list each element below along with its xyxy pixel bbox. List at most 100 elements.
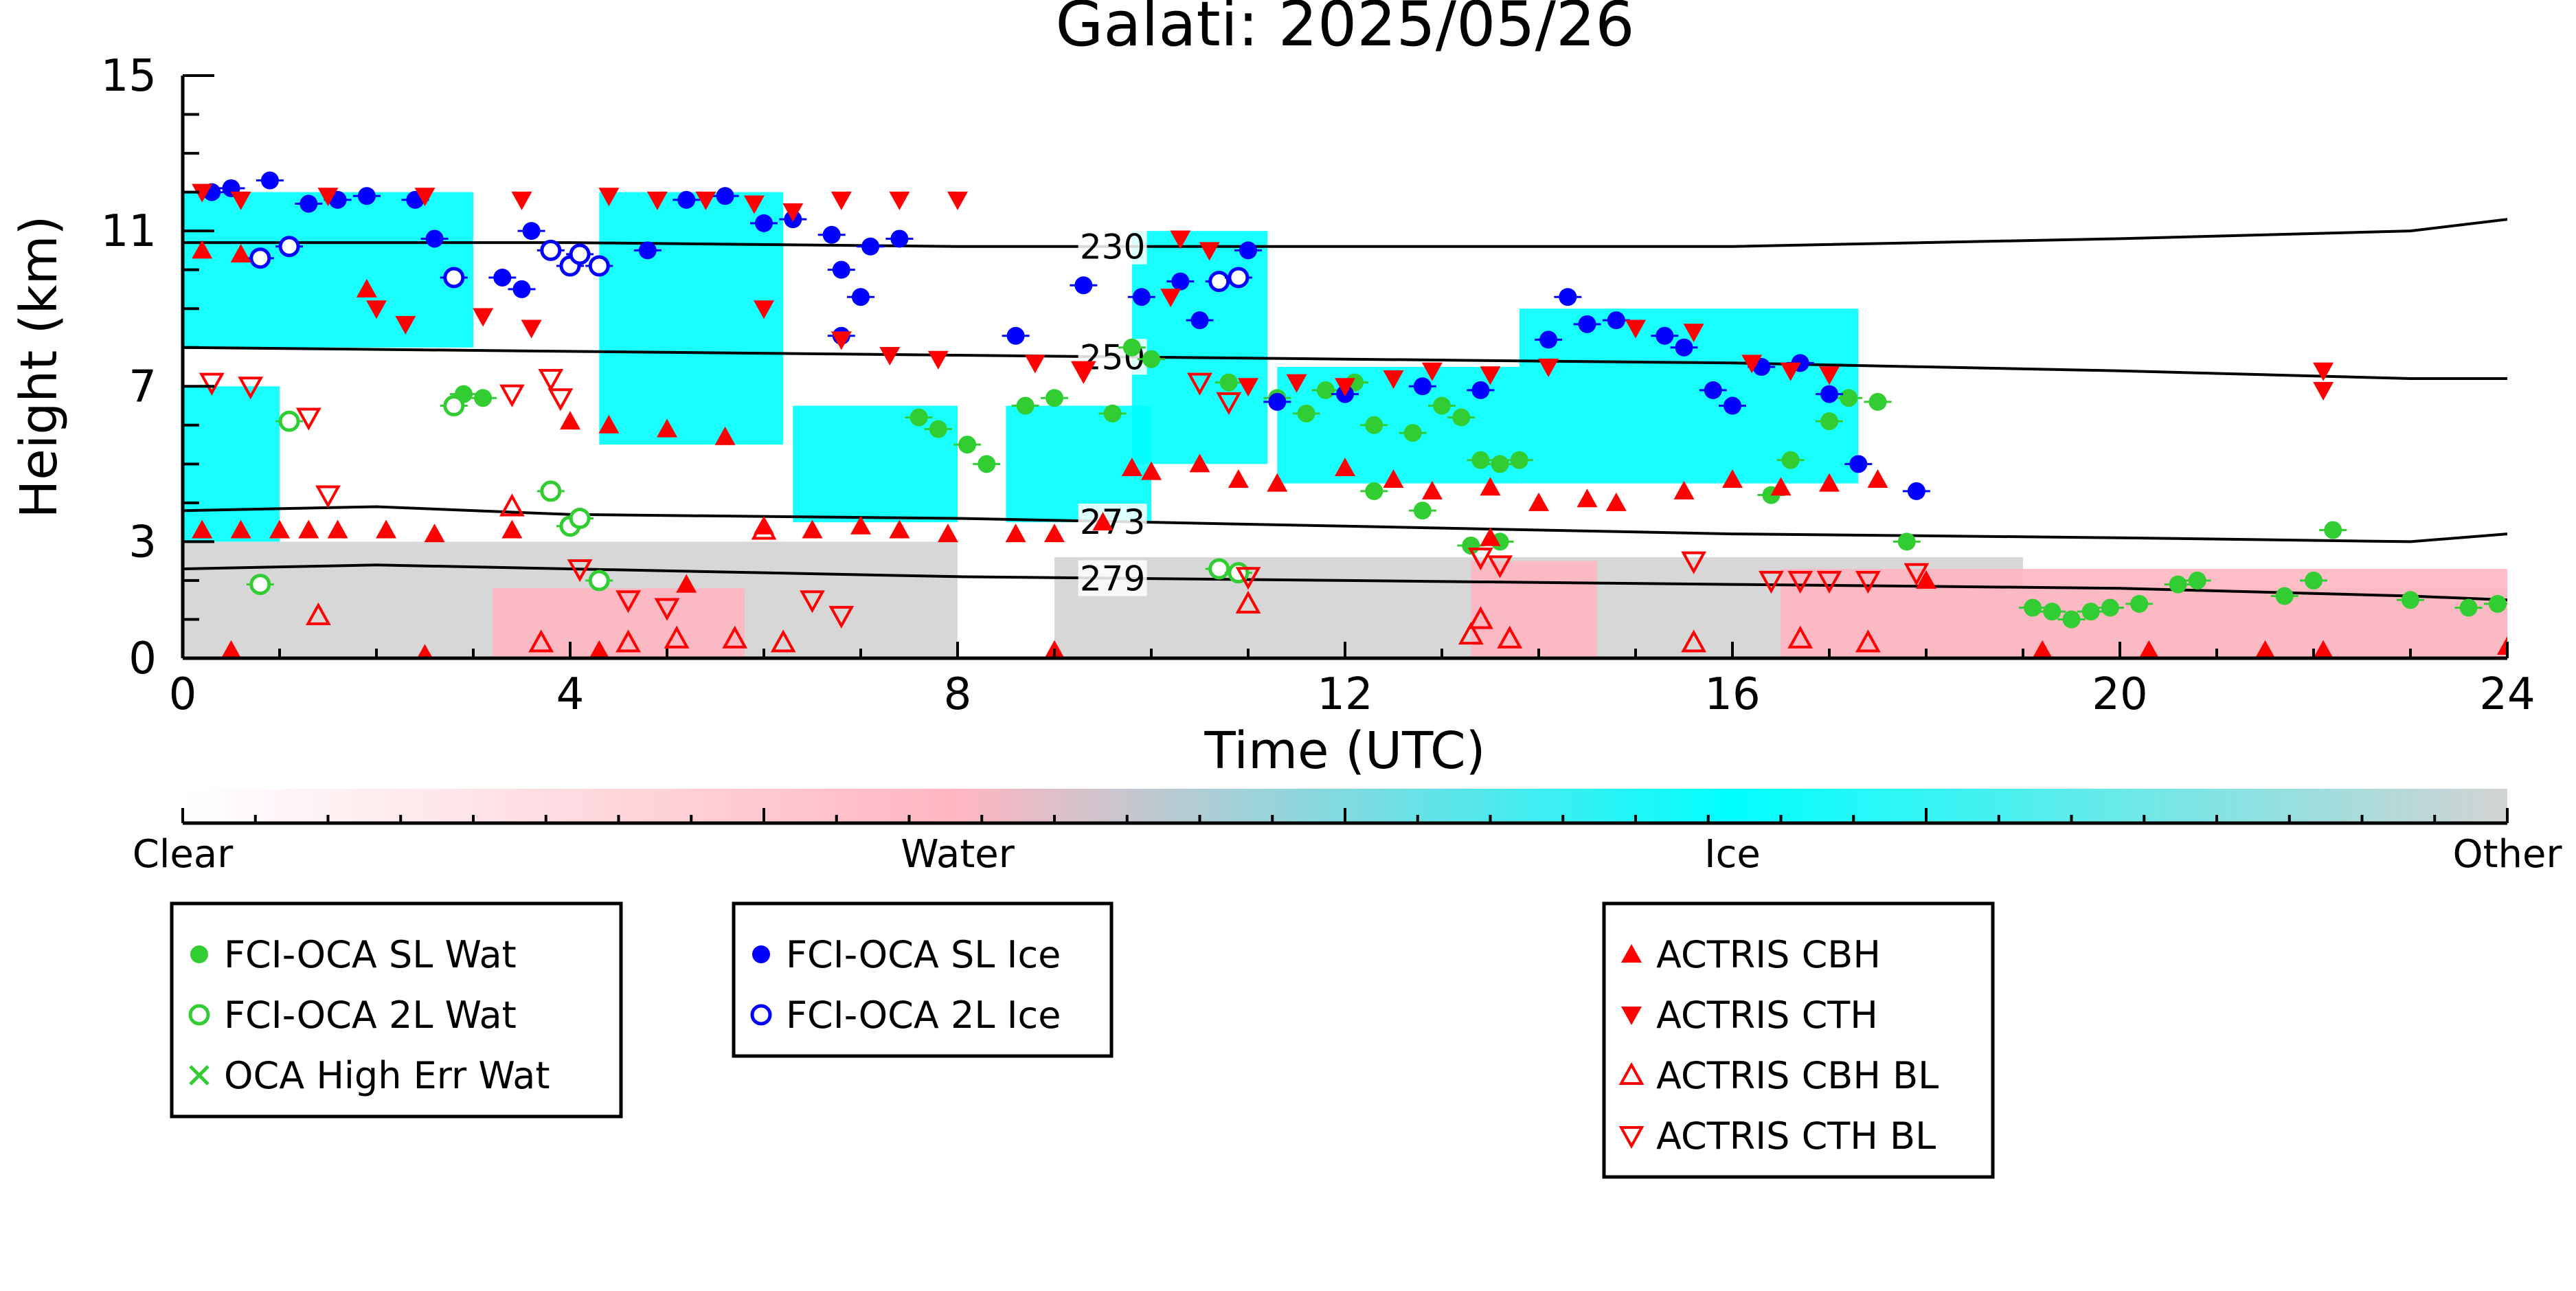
data-point [2138,640,2159,658]
data-point [1471,451,1490,469]
data-point [1171,272,1190,291]
data-point [1239,241,1257,260]
legend-marker [1621,1007,1642,1025]
data-point [2169,575,2187,594]
data-point [1787,570,1814,594]
data-point [927,350,949,370]
data-point [1480,477,1501,496]
x-axis-label: Time (UTC) [1204,721,1485,781]
data-point [722,625,748,649]
legend-marker [1621,944,1642,963]
bg-ice-region [1519,308,1859,484]
data-point [1681,551,1706,574]
legend-frame [732,901,1114,1058]
data-point [1286,374,1307,393]
data-point [540,480,562,502]
data-point [538,368,564,392]
bg-water-region [1471,561,1597,658]
data-point [376,519,397,539]
isotherm-250-line [183,346,2507,380]
data-point [800,590,825,614]
data-point [1433,396,1451,415]
data-point [1468,606,1493,629]
isotherm-label: 279 [1080,559,1145,599]
data-point [664,625,690,649]
data-point [909,408,928,427]
data-point [1497,625,1523,649]
data-point [569,243,591,265]
data-point [1074,276,1093,295]
data-point [615,629,641,653]
data-point [2313,640,2334,658]
data-point [1073,362,1094,381]
data-series [192,171,2507,658]
legends: FCI-OCA SL Wat FCI-OCA 2L Wat OCA High Err… [170,901,1995,1179]
data-point [1103,404,1122,423]
data-point [2188,571,2206,590]
data-point [1383,370,1404,389]
data-point [2255,640,2276,658]
y-axis-label: Height (km) [10,216,69,519]
colorbar-label-water: Water [901,832,1015,877]
data-point [889,519,910,539]
data-point [1681,629,1706,653]
isotherm-label-bg [1078,504,1147,540]
data-point [1006,326,1025,345]
y-tick-label: 15 [101,51,157,102]
data-point [501,519,523,539]
isotherm-label: 273 [1080,502,1145,542]
data-point [317,188,339,207]
legend-label: ACTRIS CBH BL [1656,1054,1939,1097]
data-point [822,225,841,244]
data-point [547,388,574,412]
data-point [1722,469,1743,488]
data-point [1297,404,1315,423]
data-point [1267,473,1288,492]
data-point [1365,416,1383,434]
isotherm-label-bg [1078,560,1147,596]
data-point [1480,366,1501,385]
colorbar-label-ice: Ice [1704,832,1761,877]
data-point [356,278,377,298]
data-point [1268,392,1287,411]
data-point [937,524,958,543]
colorbar: Clear Water Ice Other [133,789,2562,877]
data-point [1044,524,1065,543]
legend-label: FCI-OCA SL Ice [786,933,1061,976]
data-point [192,240,213,259]
data-point [889,191,910,210]
legend-box-1: FCI-OCA SL Wat FCI-OCA 2L Wat OCA High Err… [170,901,623,1119]
data-point [1781,451,1800,469]
data-point [567,559,593,583]
data-point [424,524,445,543]
data-point [1770,477,1792,496]
data-point [1491,455,1509,473]
data-point [1160,289,1182,308]
data-point [1235,567,1261,590]
data-point [1907,482,1925,500]
data-point [1403,424,1422,442]
x-tick-label: 16 [1704,669,1760,720]
data-point [278,236,300,258]
series-fci-oca-2l-wat [246,395,1252,596]
data-point [861,237,880,256]
data-point [560,411,580,430]
data-point [1235,590,1261,614]
data-point [1413,502,1432,520]
data-point [1656,326,1674,345]
data-point [1005,524,1026,543]
data-point [1916,570,1936,589]
data-point [978,455,996,473]
data-point [751,517,777,540]
bg-ice-region [793,405,958,523]
bg-ice-region [183,192,473,348]
data-point [1070,361,1096,384]
data-point [743,195,765,214]
data-point [1238,378,1258,397]
data-point [1820,412,1838,431]
series-actris-cbh-bl [306,493,1881,653]
data-point [714,426,736,445]
data-point [357,187,376,205]
data-point [754,300,774,319]
isotherm-230-line [183,218,2507,248]
